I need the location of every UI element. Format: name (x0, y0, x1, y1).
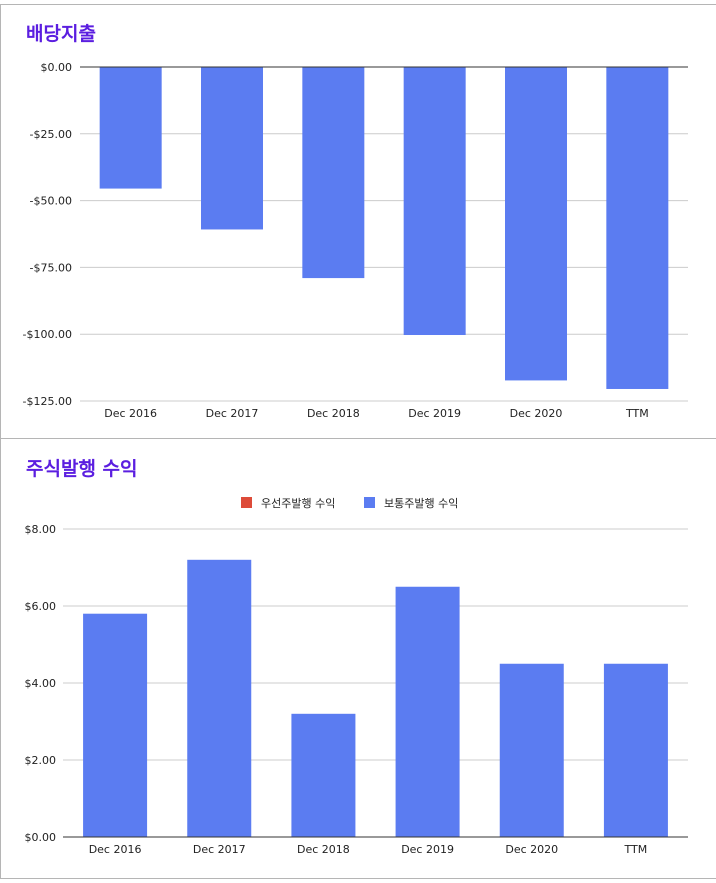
chart2-y-tick-label: $2.00 (25, 754, 57, 767)
chart2-x-tick-label: TTM (624, 843, 648, 856)
chart2-bar (291, 713, 356, 837)
chart-panel-border-2 (0, 438, 716, 879)
chart2-x-tick-label: Dec 2019 (401, 843, 454, 856)
chart2-bar (83, 613, 148, 837)
chart1-y-tick-label: -$25.00 (30, 128, 72, 141)
chart1-bar (302, 67, 365, 279)
chart2-x-tick-label: Dec 2016 (89, 843, 142, 856)
chart2-legend: 우선주발행 수익 보통주발행 수익 (241, 497, 458, 510)
chart1-y-tick-label: $0.00 (41, 61, 73, 74)
chart1-y-tick-label: -$50.00 (30, 195, 72, 208)
chart2-y-tick-label: $8.00 (25, 523, 57, 536)
chart1-bar (403, 67, 466, 336)
chart1-bars (80, 66, 688, 389)
chart2-bars (63, 559, 688, 838)
chart2-bar (395, 586, 460, 837)
chart1-y-ticks: $0.00 -$25.00 -$50.00 -$75.00 -$100.00 -$125.… (23, 61, 72, 408)
chart2-y-tick-label: $6.00 (25, 600, 57, 613)
chart2-x-tick-label: Dec 2018 (297, 843, 350, 856)
chart2-y-tick-label: $0.00 (25, 831, 57, 844)
chart1-x-tick-label: Dec 2019 (408, 407, 461, 420)
chart2-x-ticks: Dec 2016 Dec 2017 Dec 2018 Dec 2019 Dec 2020… (89, 843, 648, 856)
chart2-y-tick-label: $4.00 (25, 677, 57, 690)
chart1-x-tick-label: Dec 2018 (307, 407, 360, 420)
chart2-y-ticks: $0.00 $2.00 $4.00 $6.00 $8.00 (25, 523, 57, 844)
chart2-legend-swatch (364, 497, 375, 508)
chart2-bar (603, 663, 668, 837)
chart-title-dividends: 배당지출 (26, 23, 96, 45)
chart2-x-tick-label: Dec 2020 (505, 843, 558, 856)
chart1-x-ticks: Dec 2016 Dec 2017 Dec 2018 Dec 2019 Dec 2020… (104, 407, 648, 420)
chart1-y-tick-label: -$125.00 (23, 395, 72, 408)
chart1-grid (80, 133, 688, 402)
chart1-bar (99, 67, 162, 189)
chart1-x-tick-label: Dec 2020 (510, 407, 563, 420)
chart1-y-tick-label: -$100.00 (23, 328, 72, 341)
chart1-y-tick-label: -$75.00 (30, 261, 72, 274)
chart1-bar (606, 67, 669, 389)
chart-title-share-issuance: 주식발행 수익 (26, 458, 138, 480)
chart1-bar (505, 67, 567, 381)
chart2-grid (63, 528, 688, 761)
chart1-x-tick-label: Dec 2017 (206, 407, 259, 420)
chart2-bar (187, 559, 252, 837)
chart2-legend-label: 보통주발행 수익 (384, 497, 458, 510)
chart2-legend-swatch (241, 497, 252, 508)
chart1-bar (201, 67, 263, 230)
chart2-legend-label: 우선주발행 수익 (261, 497, 335, 510)
chart2-bar (499, 663, 564, 837)
chart1-x-tick-label: Dec 2016 (104, 407, 157, 420)
chart2-x-tick-label: Dec 2017 (193, 843, 246, 856)
chart1-x-tick-label: TTM (625, 407, 649, 420)
